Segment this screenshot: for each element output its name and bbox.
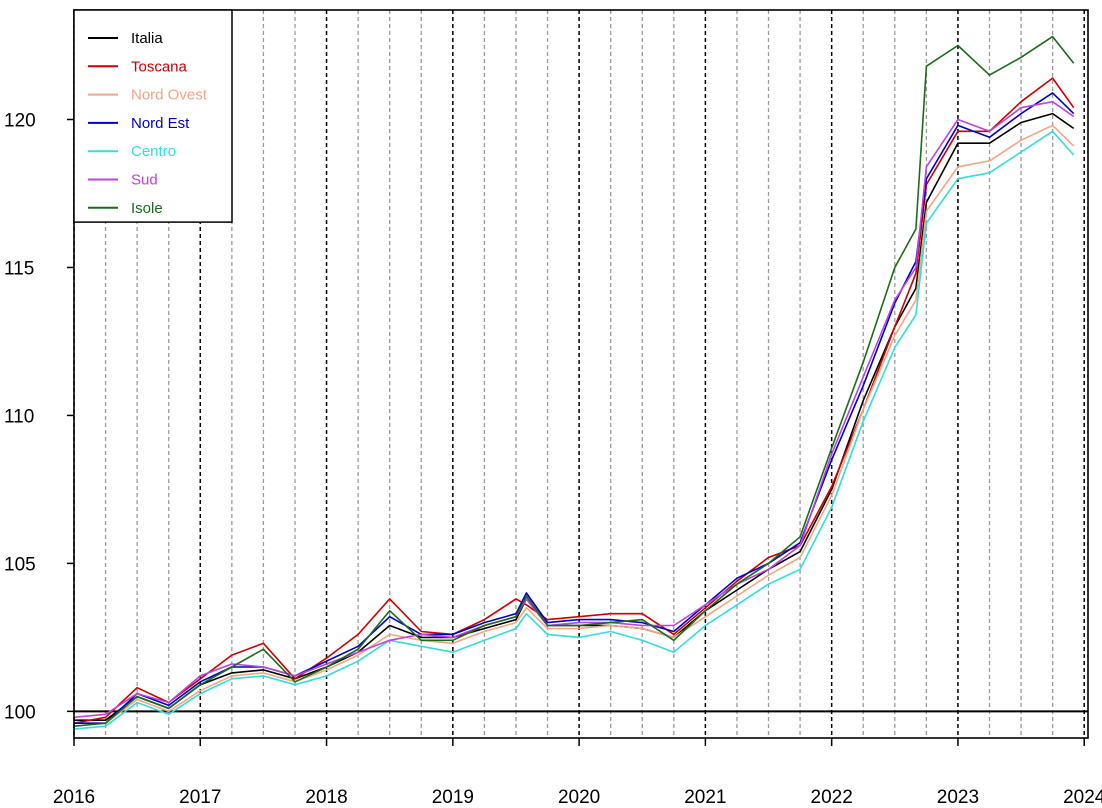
x-tick-label: 2018	[305, 787, 347, 808]
plot-frame	[73, 9, 1089, 739]
x-tick-label: 2019	[432, 787, 474, 808]
x-tick-label: 2020	[558, 787, 600, 808]
y-tick-label: 120	[4, 110, 36, 131]
x-tick-label: 2016	[53, 787, 95, 808]
legend-label: Isole	[131, 200, 163, 217]
y-tick-label: 110	[4, 406, 34, 427]
x-tick-label: 2017	[179, 787, 221, 808]
legend-box	[73, 9, 233, 223]
x-tick-label: 2021	[684, 787, 726, 808]
y-tick-label: 105	[4, 554, 36, 575]
series-line-toscana	[73, 77, 1075, 724]
legend-label: Centro	[131, 143, 176, 160]
legend-label: Sud	[131, 172, 158, 189]
legend-label: Nord Est	[131, 115, 190, 132]
series-line-centro	[73, 130, 1075, 730]
x-tick-label: 2023	[937, 787, 979, 808]
y-tick-label: 115	[4, 258, 34, 279]
series-lines	[73, 35, 1075, 730]
x-tick-label: 2022	[811, 787, 853, 808]
x-tick-label: 2024	[1063, 787, 1102, 808]
legend-label: Italia	[131, 30, 163, 47]
legend: Italia Toscana Nord Ovest Nord Est Centro Sud…	[73, 9, 233, 223]
axes: 2016 2017 2018 2019 2020 2021 2022 2023 2024 100 1…	[4, 110, 1102, 808]
series-line-sud	[73, 100, 1075, 719]
series-line-isole	[73, 35, 1075, 727]
legend-label: Nord Ovest	[131, 87, 208, 104]
y-tick-label: 100	[4, 702, 36, 723]
legend-label: Toscana	[131, 58, 188, 75]
series-line-nord-ovest	[74, 124, 1075, 725]
